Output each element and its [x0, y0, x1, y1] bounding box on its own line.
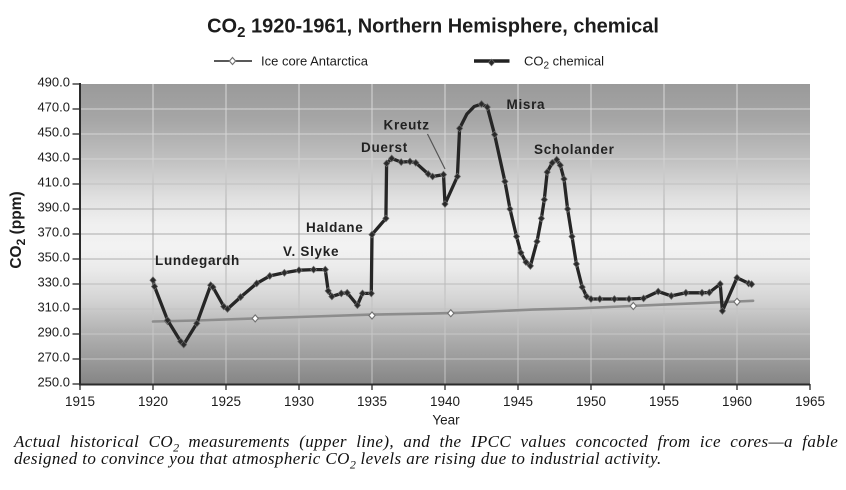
svg-text:430.0: 430.0 — [37, 150, 70, 165]
svg-text:1920: 1920 — [138, 394, 168, 409]
svg-text:370.0: 370.0 — [37, 225, 70, 240]
svg-text:Misra: Misra — [507, 97, 546, 112]
svg-text:250.0: 250.0 — [37, 375, 70, 390]
svg-text:1960: 1960 — [722, 394, 752, 409]
svg-text:1935: 1935 — [357, 394, 387, 409]
svg-text:330.0: 330.0 — [37, 275, 70, 290]
svg-text:1950: 1950 — [576, 394, 606, 409]
svg-text:450.0: 450.0 — [37, 125, 70, 140]
svg-text:1930: 1930 — [284, 394, 314, 409]
svg-text:V. Slyke: V. Slyke — [283, 244, 339, 259]
svg-text:Kreutz: Kreutz — [384, 118, 430, 133]
svg-text:CO2 chemical: CO2 chemical — [524, 54, 604, 72]
svg-text:Year: Year — [432, 413, 460, 428]
svg-text:1965: 1965 — [795, 394, 825, 409]
svg-text:1955: 1955 — [649, 394, 679, 409]
svg-text:390.0: 390.0 — [37, 200, 70, 215]
svg-text:Duerst: Duerst — [361, 140, 408, 155]
svg-text:310.0: 310.0 — [37, 300, 70, 315]
svg-text:Ice core Antarctica: Ice core Antarctica — [261, 54, 369, 69]
svg-text:1940: 1940 — [430, 394, 460, 409]
svg-text:CO2 (ppm): CO2 (ppm) — [8, 191, 28, 268]
svg-text:270.0: 270.0 — [37, 350, 70, 365]
svg-text:410.0: 410.0 — [37, 175, 70, 190]
svg-text:Scholander: Scholander — [534, 142, 615, 157]
svg-text:1945: 1945 — [503, 394, 533, 409]
svg-text:470.0: 470.0 — [37, 100, 70, 115]
svg-text:1915: 1915 — [65, 394, 95, 409]
svg-text:490.0: 490.0 — [37, 75, 70, 90]
svg-text:Lundegardh: Lundegardh — [155, 253, 240, 268]
svg-text:1925: 1925 — [211, 394, 241, 409]
svg-text:CO2 1920-1961, Northern Hemisp: CO2 1920-1961, Northern Hemisphere, chem… — [207, 16, 659, 42]
svg-text:Haldane: Haldane — [306, 220, 363, 235]
svg-text:350.0: 350.0 — [37, 250, 70, 265]
svg-text:290.0: 290.0 — [37, 325, 70, 340]
